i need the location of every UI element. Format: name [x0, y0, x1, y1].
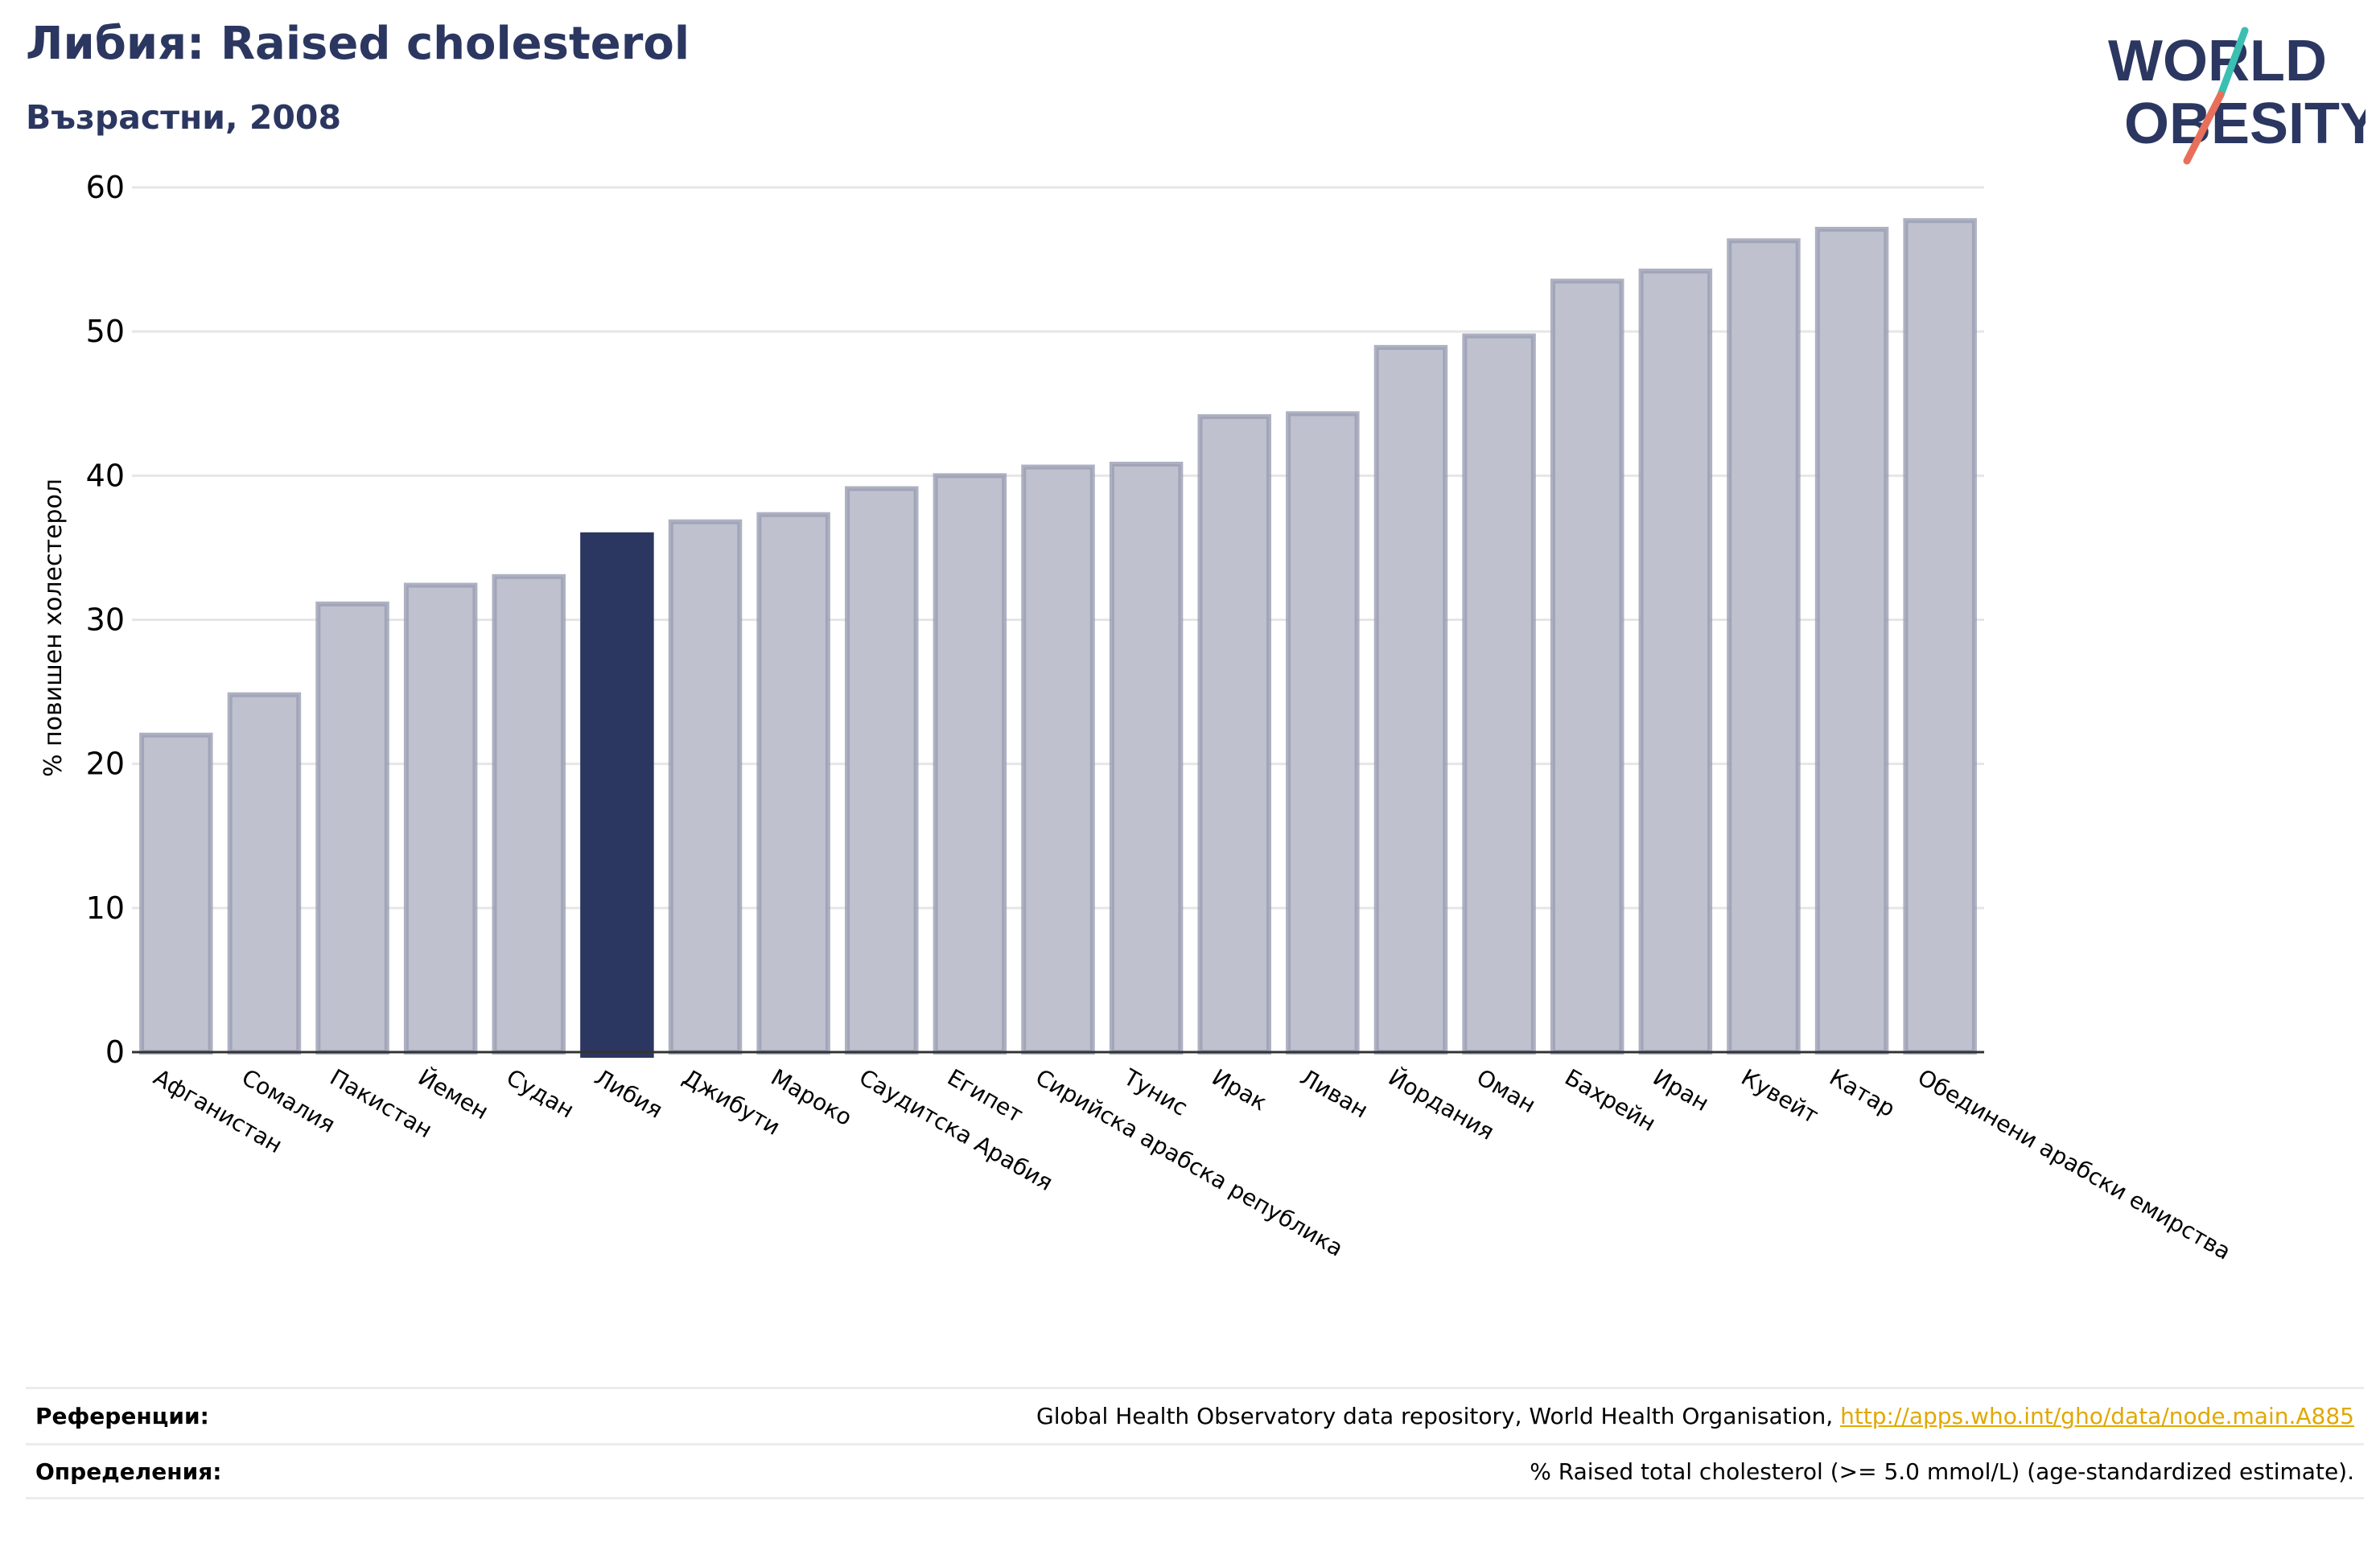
- bar: [1373, 344, 1448, 1055]
- y-tick-label: 10: [86, 890, 125, 926]
- bar: [845, 486, 919, 1055]
- sources-label: Референции:: [35, 1403, 209, 1429]
- x-tick-label: Катар: [1825, 1063, 1900, 1122]
- bar: [580, 532, 654, 1058]
- x-tick-label: Иран: [1649, 1063, 1714, 1116]
- logo-text-world: WORLD: [2108, 29, 2327, 93]
- world-obesity-logo: WORLD OBESITY: [2108, 27, 2366, 165]
- bar: [227, 692, 302, 1055]
- x-tick-label: Оман: [1472, 1063, 1541, 1118]
- y-axis-label: % повишен холестерол: [39, 479, 68, 777]
- bar: [492, 574, 566, 1055]
- bar: [315, 601, 389, 1055]
- bar: [1814, 226, 1889, 1055]
- x-tick-label: Сирийска арабска република: [1031, 1063, 1348, 1261]
- bar: [139, 732, 213, 1055]
- definitions-label: Определения:: [35, 1458, 222, 1485]
- x-tick-label: Бахрейн: [1560, 1063, 1660, 1137]
- x-tick-label: Либия: [590, 1063, 667, 1123]
- bar: [1550, 278, 1624, 1055]
- logo-slash-coral: [2183, 91, 2225, 165]
- logo-text-obesity: OBESITY: [2124, 92, 2366, 156]
- references-table: Референции: Global Health Observatory da…: [26, 1387, 2364, 1499]
- bar: [1197, 413, 1271, 1055]
- references-row-definitions: Определения: % Raised total cholesterol …: [26, 1443, 2364, 1499]
- bar: [1462, 333, 1536, 1055]
- bar: [1021, 464, 1095, 1055]
- y-tick-label: 20: [86, 746, 125, 782]
- definitions-value: % Raised total cholesterol (>= 5.0 mmol/…: [1530, 1458, 2354, 1485]
- x-tick-label: Судан: [502, 1063, 579, 1123]
- sources-link[interactable]: http://apps.who.int/gho/data/node.main.A…: [1840, 1403, 2354, 1429]
- chart-title: Либия: Raised cholesterol: [26, 18, 690, 70]
- y-tick-label: 60: [86, 170, 125, 205]
- y-tick-label: 40: [86, 458, 125, 493]
- bar: [1903, 218, 1977, 1055]
- y-tick-label: 30: [86, 602, 125, 638]
- x-tick-label: Кувейт: [1736, 1063, 1822, 1129]
- x-tick-label: Ливан: [1295, 1063, 1372, 1123]
- x-tick-label: Ирак: [1208, 1063, 1272, 1116]
- bar: [668, 519, 743, 1055]
- bar-chart: 0 10 20 30 40 50 60 АфганистанСомалияПакистанЙ…: [39, 170, 2235, 1265]
- chart-subtitle: Възрастни, 2008: [26, 98, 341, 137]
- bar: [1286, 411, 1360, 1055]
- bar: [1727, 238, 1801, 1055]
- bar: [403, 582, 478, 1055]
- bar: [933, 473, 1007, 1055]
- x-tick-label: Джибути: [678, 1063, 784, 1140]
- y-tick-label: 0: [105, 1034, 125, 1070]
- bars: [139, 218, 1977, 1058]
- sources-text: Global Health Observatory data repositor…: [1036, 1403, 1841, 1429]
- bar: [756, 512, 830, 1055]
- y-tick-label: 50: [86, 314, 125, 349]
- x-tick-label: Обединени арабски емирства: [1913, 1063, 2236, 1264]
- logo-slash-teal: [2217, 27, 2249, 99]
- y-axis-ticks: 0 10 20 30 40 50 60: [86, 170, 125, 1070]
- references-row-sources: Референции: Global Health Observatory da…: [26, 1387, 2364, 1443]
- bar: [1638, 268, 1713, 1055]
- bar: [1109, 462, 1184, 1055]
- sources-value: Global Health Observatory data repositor…: [1036, 1403, 2354, 1429]
